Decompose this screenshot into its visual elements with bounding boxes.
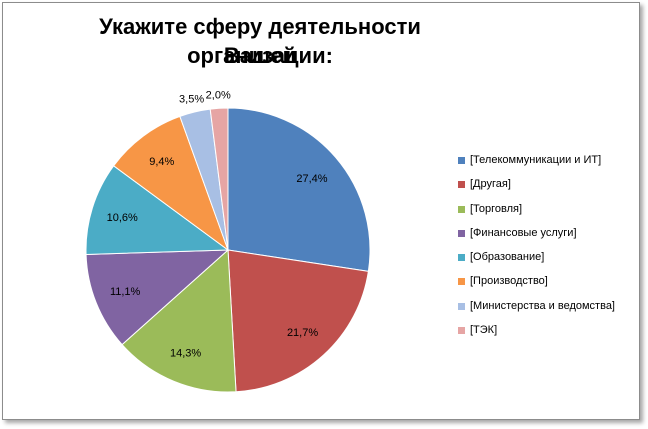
legend-label-6: [Производство] xyxy=(470,275,548,288)
pie-slice-2 xyxy=(227,249,369,393)
legend-swatch-3 xyxy=(458,205,465,213)
legend-label-5: [Образование] xyxy=(470,251,545,264)
legend-label-3: [Торговля] xyxy=(470,202,523,215)
legend-swatch-1 xyxy=(458,157,465,164)
pie-slice-1 xyxy=(227,107,371,272)
legend-swatch-5 xyxy=(458,254,465,262)
legend-label-7: [Министерства и ведомства] xyxy=(470,299,615,312)
data-label-3: 14,3% xyxy=(170,347,201,359)
legend-label-4: [Финансовые услуги] xyxy=(470,226,577,239)
legend-label-1: [Телекоммуникации и ИТ] xyxy=(470,154,602,166)
pie-slice-4 xyxy=(85,249,230,346)
legend-swatch-7 xyxy=(458,302,465,310)
legend-swatch-6 xyxy=(458,278,465,286)
legend-label-8: [ТЭК] xyxy=(470,324,498,337)
data-label-2: 21,7% xyxy=(287,327,318,339)
chart-title-line-1: Укажите сферу деятельности Вашей xyxy=(99,14,421,68)
legend-label-2: [Другая] xyxy=(470,178,511,191)
chart-title-line-2: организации: xyxy=(187,43,333,68)
data-label-6: 9,4% xyxy=(149,156,174,168)
pie-slice-6 xyxy=(112,115,230,252)
data-label-1: 27,4% xyxy=(296,173,327,185)
data-label-7: 3,5% xyxy=(179,93,204,105)
data-label-5: 10,6% xyxy=(107,212,138,224)
pie-slice-5 xyxy=(85,165,230,255)
legend-swatch-8 xyxy=(458,327,465,335)
pie-slice-8 xyxy=(209,107,229,251)
legend-swatch-4 xyxy=(458,229,465,237)
data-label-8: 2,0% xyxy=(206,89,231,101)
legend-swatch-2 xyxy=(458,181,465,189)
pie-slice-3 xyxy=(121,248,237,393)
data-label-4: 11,1% xyxy=(110,286,141,298)
